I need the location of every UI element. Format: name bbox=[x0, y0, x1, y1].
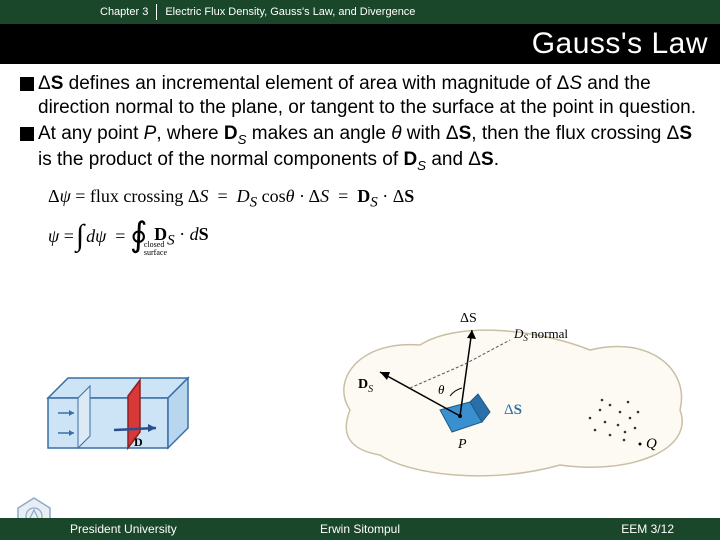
subject-label: Electric Flux Density, Gauss's Law, and … bbox=[165, 6, 415, 18]
q-label: Q bbox=[646, 436, 657, 452]
theta-label: θ bbox=[438, 382, 445, 397]
content-area: ΔS defines an incremental element of are… bbox=[0, 64, 720, 251]
footer-bar: President University Erwin Sitompul EEM … bbox=[0, 518, 720, 540]
delta-s-patch-label: ΔS bbox=[504, 402, 522, 418]
equation-1: Δψ = flux crossing ΔS = DS cosθ · ΔS = D… bbox=[48, 186, 700, 212]
equation-2: ψ = ∫ dψ = ∮ closedsurface DS · dS bbox=[48, 222, 700, 251]
footer-center: Erwin Sitompul bbox=[320, 522, 400, 536]
bullet-item: At any point P, where DS makes an angle … bbox=[20, 122, 700, 175]
bullet-text: ΔS defines an incremental element of are… bbox=[38, 72, 700, 120]
header-divider bbox=[156, 4, 157, 20]
bullet-text: At any point P, where DS makes an angle … bbox=[38, 122, 700, 175]
delta-s-top-label: ΔS bbox=[460, 311, 477, 326]
bullet-marker-icon bbox=[20, 127, 34, 141]
ds-normal-label: DS normal bbox=[513, 326, 568, 343]
p-label: P bbox=[457, 437, 467, 452]
d-vector-label: D bbox=[134, 435, 143, 449]
bullet-item: ΔS defines an incremental element of are… bbox=[20, 72, 700, 120]
footer-right: EEM 3/12 bbox=[621, 522, 674, 536]
rectangular-flux-diagram: D bbox=[38, 368, 228, 468]
chapter-label: Chapter 3 bbox=[100, 6, 148, 18]
header-bar: Chapter 3 Electric Flux Density, Gauss's… bbox=[0, 0, 720, 24]
title-bar: Gauss's Law bbox=[0, 24, 720, 64]
closed-integral-icon: ∮ closedsurface bbox=[130, 222, 148, 251]
integral-icon: ∫ bbox=[76, 224, 84, 248]
page-title: Gauss's Law bbox=[532, 27, 708, 61]
footer-left: President University bbox=[70, 522, 177, 536]
bullet-marker-icon bbox=[20, 77, 34, 91]
equations-block: Δψ = flux crossing ΔS = DS cosθ · ΔS = D… bbox=[48, 186, 700, 251]
closed-surface-diagram: P ΔS DS DS normal θ ΔS Q bbox=[310, 290, 700, 490]
